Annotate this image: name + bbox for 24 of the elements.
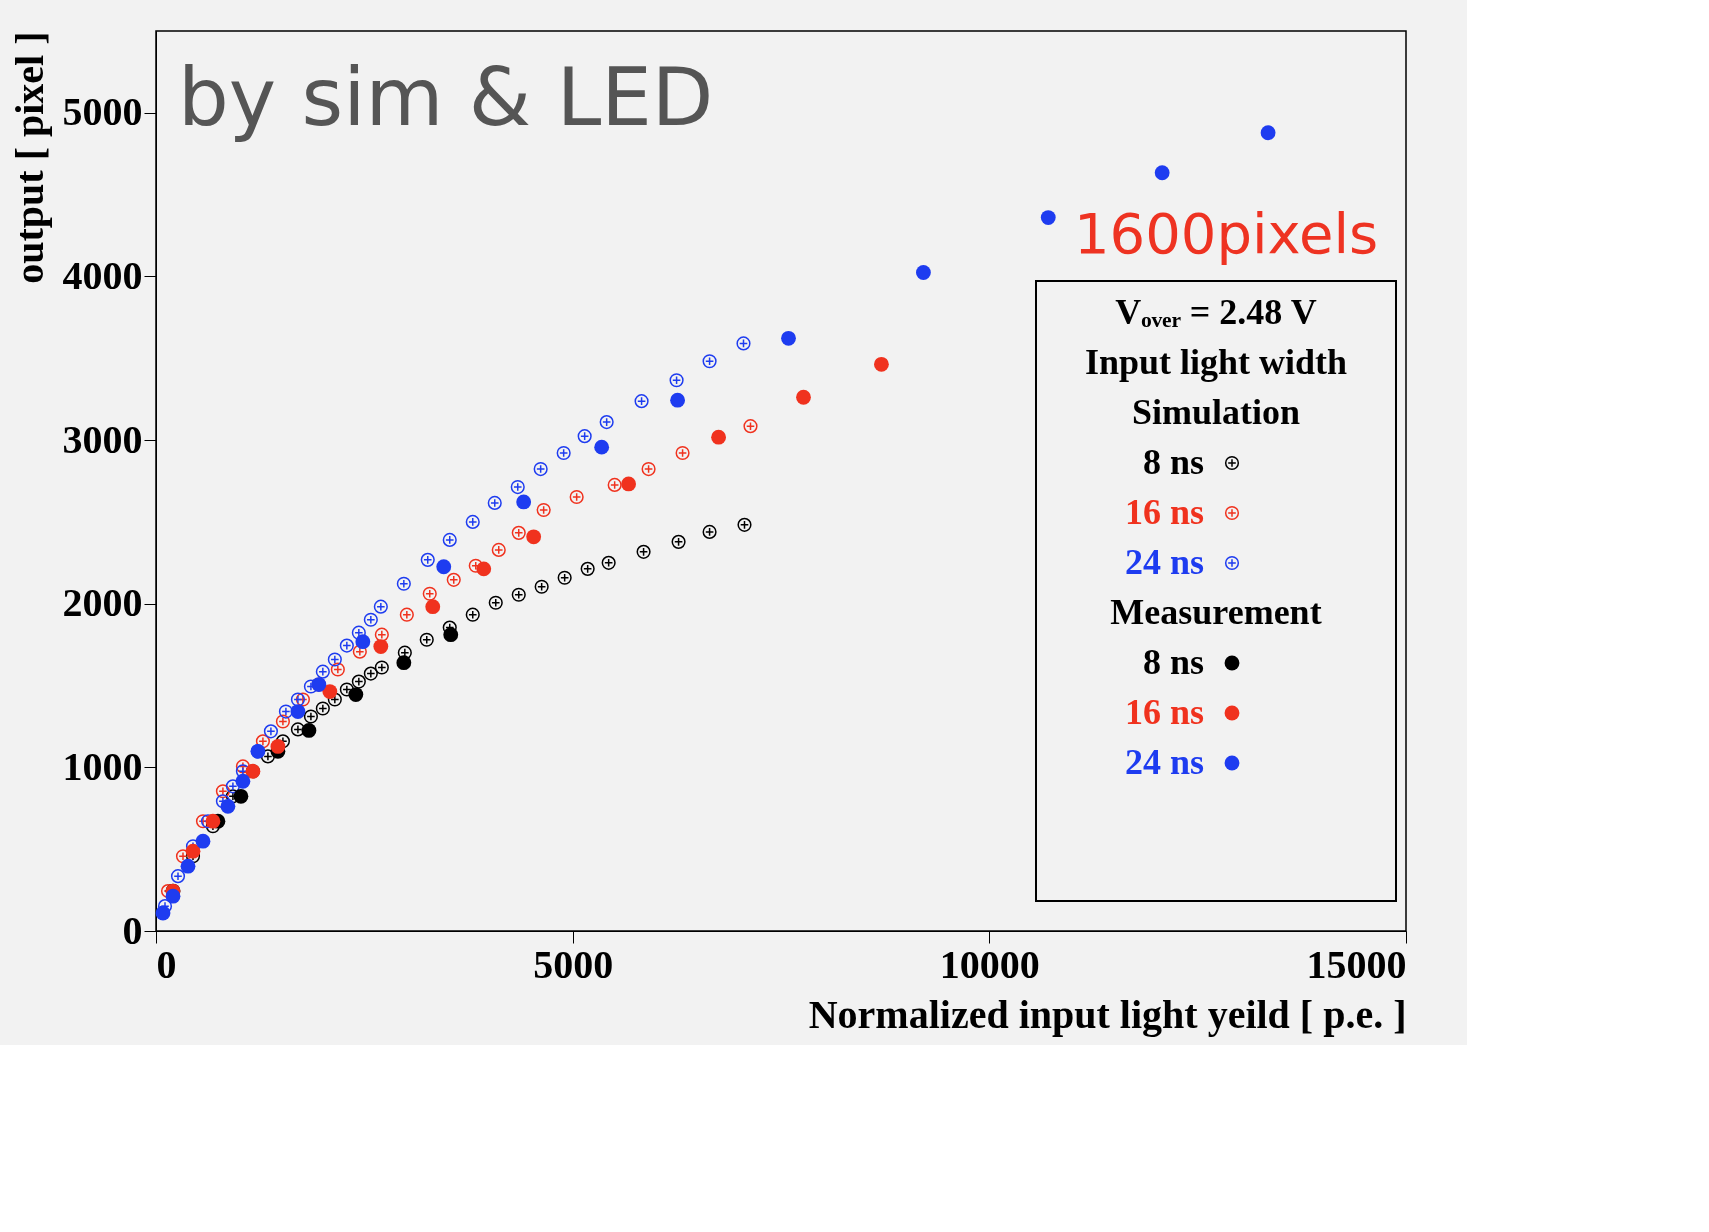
x-tick-label: 15000 xyxy=(1306,941,1407,987)
x-axis-title: Normalized input light yeild [ p.e. ] xyxy=(808,991,1407,1037)
legend-label: 8 ns xyxy=(1142,642,1204,682)
y-tick-label: 5000 xyxy=(62,89,143,135)
legend-label: 16 ns xyxy=(1124,492,1204,532)
x-tick-label: 0 xyxy=(156,941,177,987)
y-axis-title: output [ pixel ] xyxy=(6,31,52,284)
legend-label: 16 ns xyxy=(1124,692,1204,732)
annotation: by sim & LED xyxy=(178,51,714,144)
annotation: 1600pixels xyxy=(1073,201,1379,266)
annotation: Simulation xyxy=(1131,392,1301,432)
y-tick-label: 4000 xyxy=(62,252,143,298)
y-tick-label: 2000 xyxy=(62,580,143,626)
legend-label: 24 ns xyxy=(1124,742,1204,782)
annotation: Measurement xyxy=(1110,592,1322,632)
y-tick-label: 3000 xyxy=(62,416,143,462)
x-tick-label: 10000 xyxy=(939,941,1040,987)
x-tick-label: 5000 xyxy=(533,941,614,987)
legend-label: 8 ns xyxy=(1142,442,1204,482)
legend-label: 24 ns xyxy=(1124,542,1204,582)
y-tick-label: 1000 xyxy=(62,743,143,789)
y-tick-label: 0 xyxy=(122,907,143,953)
legend-title: Input light width xyxy=(1084,342,1348,382)
annotation: Vₒᵥₑᵣ = 2.48 V xyxy=(1115,292,1317,332)
